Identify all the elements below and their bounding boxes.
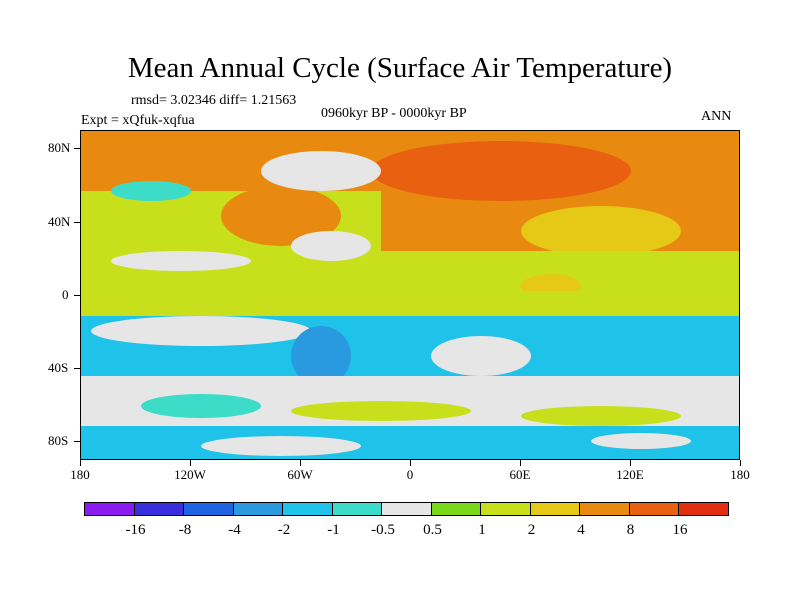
lon-label-60w: 60W — [287, 467, 313, 482]
colorbar-label: -0.5 — [371, 522, 395, 538]
colorbar — [84, 502, 729, 516]
colorbar-label: 8 — [626, 522, 635, 538]
colorbar-swatch — [331, 502, 382, 516]
colorbar-swatch — [628, 502, 679, 516]
lon-label-120e: 120E — [616, 467, 644, 482]
colorbar-label: 1 — [478, 522, 486, 538]
colorbar-label: -8 — [178, 522, 192, 538]
period-label: 0960kyr BP - 0000kyr BP — [321, 106, 467, 121]
colorbar-swatch — [579, 502, 630, 516]
colorbar-label: 16 — [672, 522, 688, 538]
chart-title: Mean Annual Cycle (Surface Air Temperatu… — [127, 52, 673, 84]
lon-label-0: 0 — [406, 467, 414, 482]
lon-label-120w: 120W — [174, 467, 206, 482]
lat-label-80s: 80S — [48, 433, 69, 448]
lat-label-80n: 80N — [48, 140, 71, 155]
lat-label-0: 0 — [62, 287, 69, 302]
season-label: ANN — [701, 109, 732, 124]
stats-text: rmsd= 3.02346 diff= 1.21563 — [131, 93, 297, 108]
colorbar-label: 2 — [527, 522, 536, 538]
colorbar-swatch — [133, 502, 184, 516]
colorbar-label: -4 — [228, 522, 241, 538]
lon-label-60e: 60E — [509, 467, 531, 482]
colorbar-swatch — [430, 502, 481, 516]
colorbar-swatch — [232, 502, 283, 516]
colorbar-swatch — [678, 502, 729, 516]
temperature-field — [81, 131, 739, 459]
colorbar-label: -16 — [125, 522, 146, 538]
lon-label-180w: 180 — [70, 467, 90, 482]
lat-label-40s: 40S — [48, 360, 69, 375]
colorbar-swatch — [84, 502, 135, 516]
colorbar-swatch — [282, 502, 333, 516]
experiment-label: Expt = xQfuk-xqfua — [81, 113, 195, 128]
colorbar-label: -1 — [327, 522, 340, 538]
colorbar-swatch — [183, 502, 234, 516]
colorbar-swatch — [480, 502, 531, 516]
lat-label-40n: 40N — [48, 214, 71, 229]
colorbar-label: 0.5 — [423, 522, 442, 538]
lon-label-180e: 180 — [730, 467, 750, 482]
colorbar-swatch — [529, 502, 580, 516]
colorbar-swatch — [381, 502, 432, 516]
map-panel — [80, 130, 740, 460]
colorbar-label: 4 — [577, 522, 585, 538]
colorbar-label: -2 — [277, 522, 291, 538]
